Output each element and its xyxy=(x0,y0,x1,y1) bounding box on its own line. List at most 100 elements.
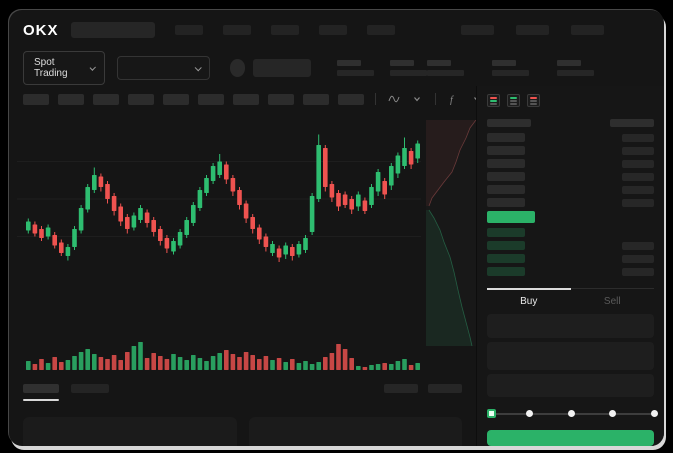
tab-order-history[interactable] xyxy=(71,384,109,393)
orderbook-ask-row[interactable] xyxy=(487,133,654,143)
candle-body xyxy=(263,236,269,247)
market-type-dropdown[interactable]: Spot Trading xyxy=(23,51,106,85)
slider-stop[interactable] xyxy=(525,409,533,417)
orderbook-ask-row[interactable] xyxy=(487,185,654,195)
interval-button-placeholder[interactable] xyxy=(128,93,154,105)
total-field[interactable] xyxy=(487,374,654,397)
main-nav xyxy=(174,25,461,35)
candle-body xyxy=(296,244,302,255)
ask-amount-bar xyxy=(622,146,654,155)
interval-button-placeholder[interactable] xyxy=(23,93,49,105)
orderbook-bid-row[interactable] xyxy=(487,228,654,238)
account-item-placeholder[interactable] xyxy=(461,25,494,35)
candle-body xyxy=(217,161,222,175)
trade-tabs: Buy Sell xyxy=(487,288,654,308)
volume-bar xyxy=(303,361,308,370)
interval-button-placeholder[interactable] xyxy=(268,93,294,105)
candle-body xyxy=(85,187,90,210)
volume-bar xyxy=(111,355,117,370)
slider-stop[interactable] xyxy=(609,409,617,417)
orderbook-ask-row[interactable] xyxy=(487,159,654,169)
nav-item-placeholder[interactable] xyxy=(366,25,395,35)
price-field[interactable] xyxy=(487,314,654,339)
candle-body xyxy=(72,229,77,247)
stat-label-placeholder xyxy=(390,60,414,66)
pair-select-dropdown[interactable] xyxy=(117,56,210,80)
orderbook-ask-row[interactable] xyxy=(487,146,654,156)
nav-item-placeholder[interactable] xyxy=(270,25,299,35)
nav-item-placeholder[interactable] xyxy=(318,25,347,35)
interval-button-placeholder[interactable] xyxy=(338,93,364,105)
candle-body xyxy=(125,217,130,229)
orderbook-bid-row[interactable] xyxy=(487,254,654,264)
volume-bar xyxy=(32,364,38,370)
candle-body xyxy=(389,166,394,186)
chevron-down-icon[interactable] xyxy=(410,92,424,106)
orderbook-bid-row[interactable] xyxy=(487,241,654,251)
volume-bar xyxy=(118,360,123,370)
volume-bar xyxy=(26,361,31,370)
candle-body xyxy=(138,208,143,220)
volume-bar xyxy=(362,367,368,370)
book-bids-icon[interactable] xyxy=(507,94,520,107)
account-item-placeholder[interactable] xyxy=(571,25,604,35)
search-input[interactable] xyxy=(70,22,155,38)
buy-submit-button[interactable] xyxy=(487,430,654,446)
volume-bar xyxy=(131,346,137,370)
volume-bar xyxy=(389,364,394,370)
orders-action-placeholder[interactable] xyxy=(428,384,462,393)
tab-open-orders[interactable] xyxy=(23,384,59,401)
candle-body xyxy=(45,227,51,237)
volume-bar xyxy=(164,359,170,370)
last-price-highlight[interactable] xyxy=(487,211,535,224)
depth-bid-line xyxy=(428,209,473,347)
interval-button-placeholder[interactable] xyxy=(93,93,119,105)
orderbook-bid-row[interactable] xyxy=(487,267,654,277)
toolbar-separator xyxy=(435,93,436,105)
interval-button-placeholder[interactable] xyxy=(163,93,189,105)
bid-amount-bar xyxy=(622,267,654,276)
tab-buy[interactable]: Buy xyxy=(487,288,571,308)
candle-body xyxy=(369,187,374,205)
candlestick-chart[interactable] xyxy=(9,112,476,374)
volume-bar xyxy=(98,357,104,370)
coin-avatar[interactable] xyxy=(229,59,246,77)
book-asks-icon[interactable] xyxy=(527,94,540,107)
tab-sell[interactable]: Sell xyxy=(570,288,654,308)
nav-item-placeholder[interactable] xyxy=(174,25,203,35)
slider-stop[interactable] xyxy=(567,409,575,417)
orders-filter-placeholder[interactable] xyxy=(384,384,418,393)
slider-stop[interactable] xyxy=(487,408,496,418)
candle-body xyxy=(224,164,229,180)
app-window: OKX Spot Trading f xyxy=(9,10,664,446)
orderbook-ask-row[interactable] xyxy=(487,172,654,182)
indicators-icon[interactable]: f xyxy=(447,92,461,106)
depth-chart xyxy=(426,119,477,347)
candle-body xyxy=(250,217,255,229)
volume-bar xyxy=(45,363,51,370)
market-type-label: Spot Trading xyxy=(34,57,68,79)
interval-button-placeholder[interactable] xyxy=(58,93,84,105)
nav-item-placeholder[interactable] xyxy=(222,25,251,35)
amount-slider[interactable] xyxy=(487,408,658,418)
orderbook-header xyxy=(487,119,654,128)
candle-body xyxy=(131,215,137,228)
slider-stop[interactable] xyxy=(651,409,658,417)
book-all-icon[interactable] xyxy=(487,94,500,107)
volume-bar xyxy=(395,361,401,370)
chart-area[interactable] xyxy=(9,112,477,374)
amount-field[interactable] xyxy=(487,342,654,371)
candle-body xyxy=(356,194,361,207)
ticker-stat xyxy=(337,60,374,76)
chart-type-icon[interactable] xyxy=(387,92,401,106)
volume-bar xyxy=(151,353,156,370)
chart-toolbar: f xyxy=(9,86,612,112)
interval-button-placeholder[interactable] xyxy=(233,93,259,105)
candle-body xyxy=(184,220,189,235)
interval-button-placeholder[interactable] xyxy=(303,93,329,105)
volume-bar xyxy=(65,360,71,370)
account-item-placeholder[interactable] xyxy=(516,25,549,35)
interval-button-placeholder[interactable] xyxy=(198,93,224,105)
ask-amount-bar xyxy=(622,198,654,207)
orderbook-ask-row[interactable] xyxy=(487,198,654,208)
